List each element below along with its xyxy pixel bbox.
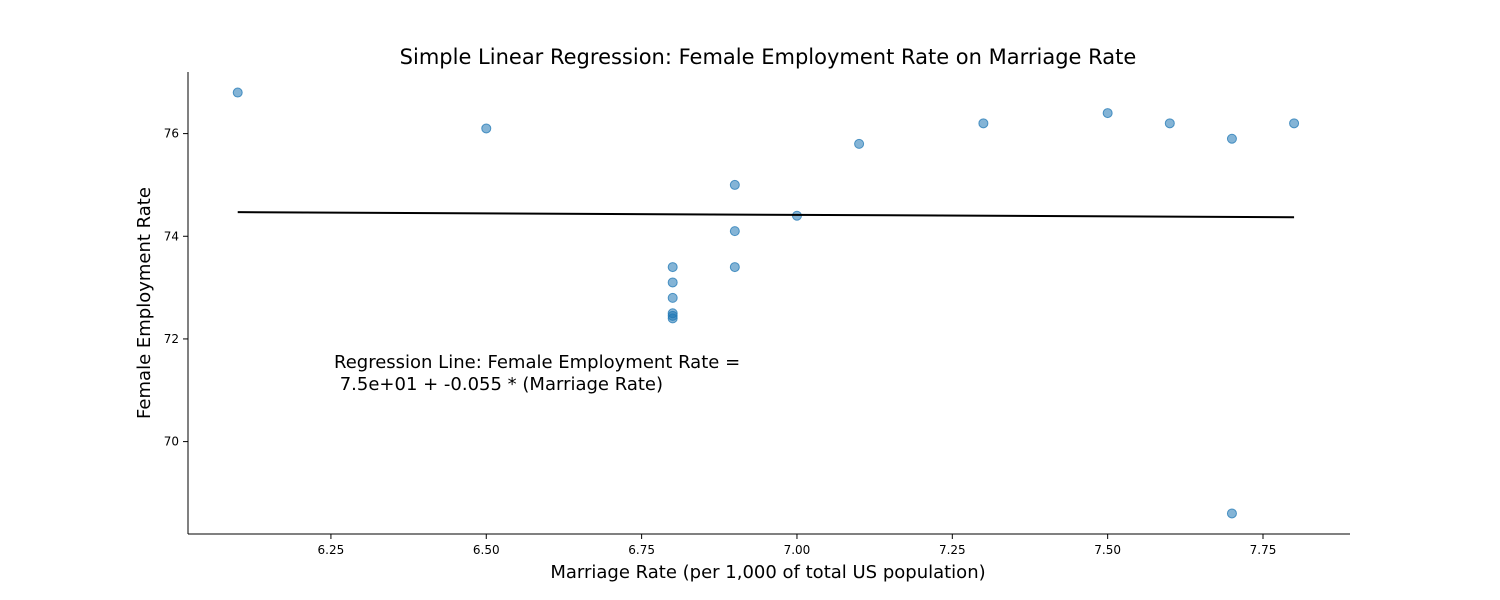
data-point xyxy=(667,310,678,321)
data-point xyxy=(667,262,678,273)
y-tick-label: 72 xyxy=(164,332,179,346)
data-point xyxy=(1164,118,1175,129)
data-point xyxy=(1289,118,1300,129)
data-point xyxy=(729,262,740,273)
data-points xyxy=(232,87,1300,519)
x-tick-label: 6.25 xyxy=(318,543,345,557)
y-tick-label: 70 xyxy=(164,435,179,449)
data-point xyxy=(729,179,740,190)
data-point xyxy=(667,292,678,303)
data-point xyxy=(667,277,678,288)
chart-title: Simple Linear Regression: Female Employm… xyxy=(400,45,1137,69)
y-axis-label: Female Employment Rate xyxy=(134,187,155,419)
data-point xyxy=(481,123,492,134)
data-point xyxy=(854,138,865,149)
data-point xyxy=(1226,508,1237,519)
regression-annotation-line-1: Regression Line: Female Employment Rate … xyxy=(334,352,740,373)
data-point xyxy=(1226,133,1237,144)
regression-annotation-line-2: 7.5e+01 + -0.055 * (Marriage Rate) xyxy=(334,374,663,395)
x-axis-label: Marriage Rate (per 1,000 of total US pop… xyxy=(550,562,985,583)
regression-line xyxy=(237,211,1295,219)
y-tick-label: 74 xyxy=(164,229,179,243)
data-point xyxy=(729,226,740,237)
x-tick-label: 7.00 xyxy=(784,543,811,557)
data-point xyxy=(232,87,243,98)
x-tick-label: 7.75 xyxy=(1250,543,1277,557)
y-tick-label: 76 xyxy=(164,127,179,141)
x-tick-label: 6.50 xyxy=(473,543,500,557)
x-tick-label: 6.75 xyxy=(628,543,655,557)
regression-line-layer xyxy=(237,211,1295,219)
data-point xyxy=(1102,108,1113,119)
y-axis-ticks: 70 72 74 76 xyxy=(164,127,188,449)
data-point xyxy=(978,118,989,129)
x-tick-label: 7.50 xyxy=(1094,543,1121,557)
x-tick-label: 7.25 xyxy=(939,543,966,557)
x-axis-ticks: 6.25 6.50 6.75 7.00 7.25 7.50 7.75 xyxy=(318,534,1277,557)
